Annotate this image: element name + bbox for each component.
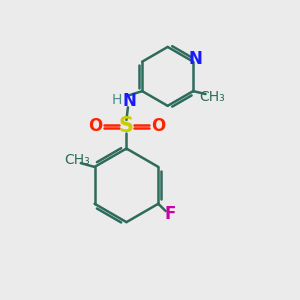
Text: O: O xyxy=(88,117,102,135)
Text: N: N xyxy=(122,92,136,110)
Text: H: H xyxy=(112,93,122,107)
Text: F: F xyxy=(165,205,176,223)
Text: CH₃: CH₃ xyxy=(64,153,90,167)
Text: CH₃: CH₃ xyxy=(199,90,225,104)
Text: O: O xyxy=(151,117,165,135)
Text: N: N xyxy=(189,50,202,68)
Text: S: S xyxy=(119,116,134,136)
